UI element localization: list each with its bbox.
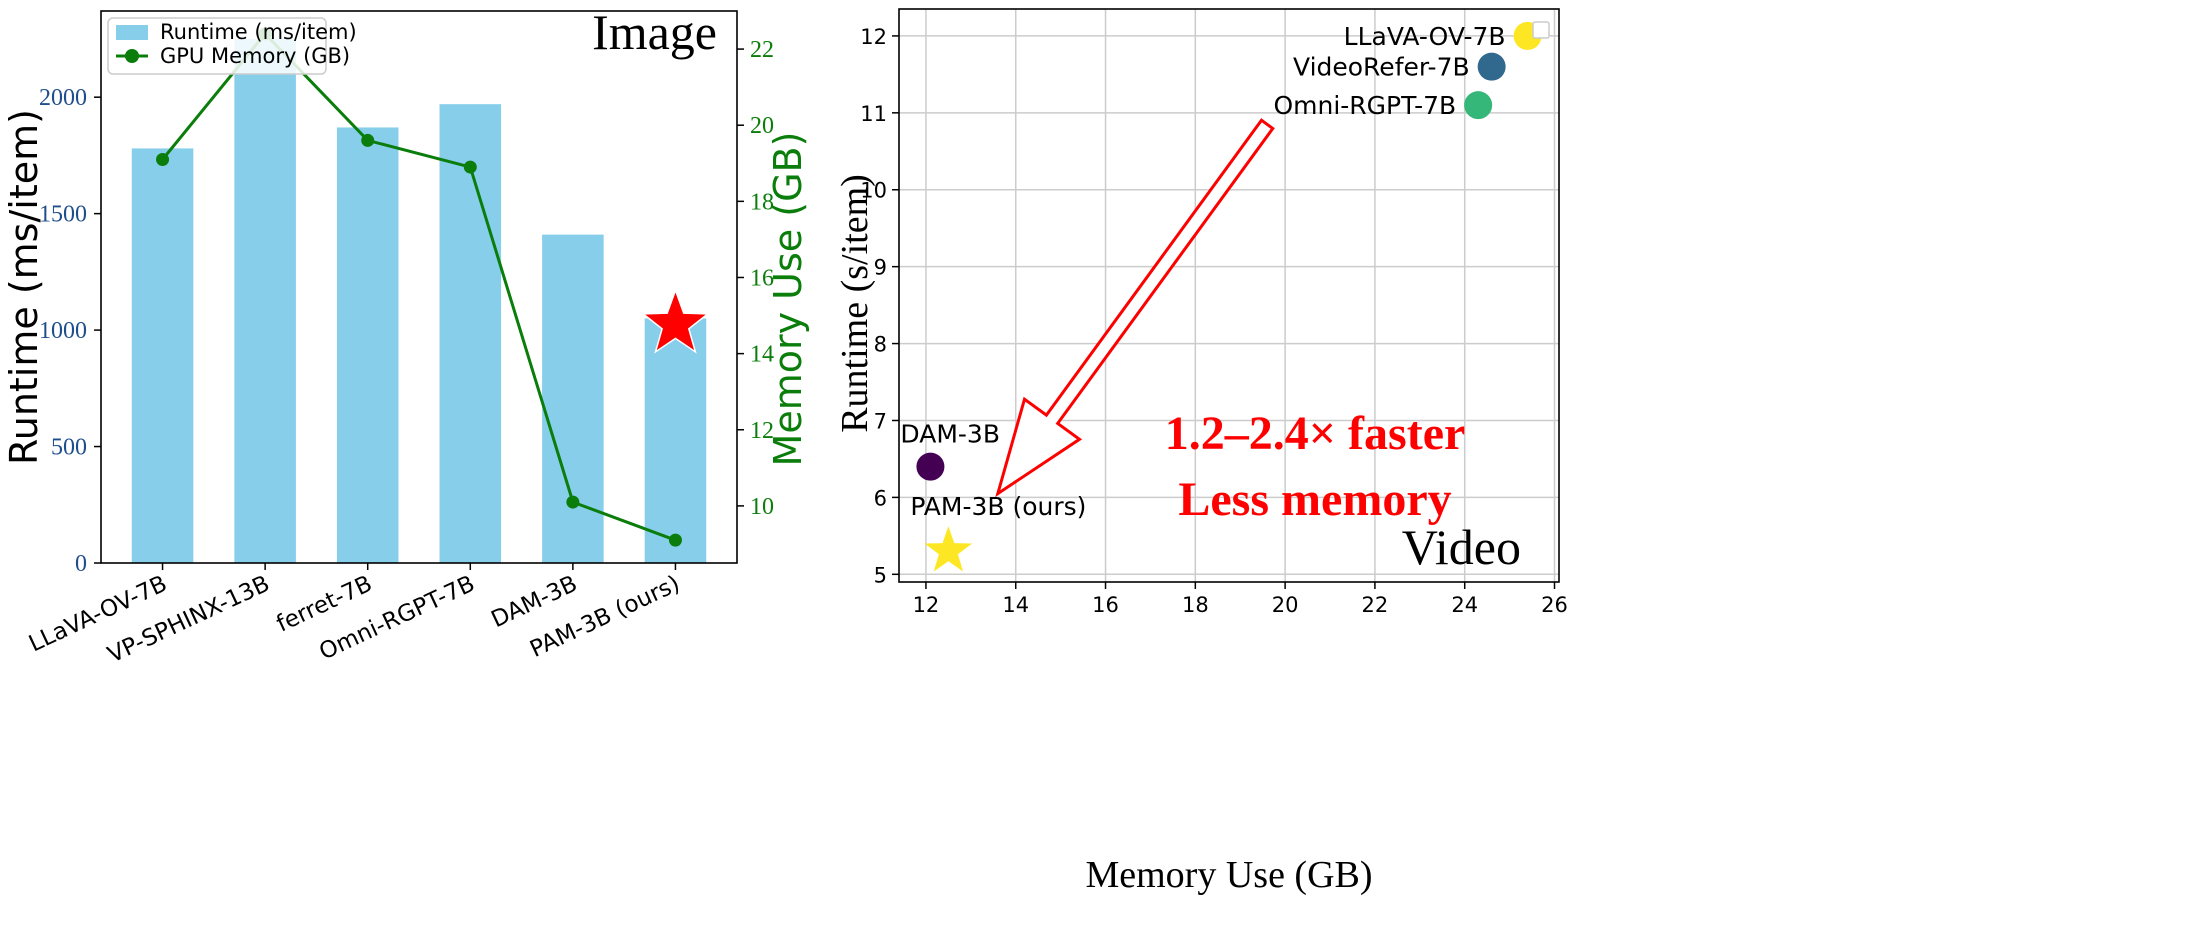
right-y-axis-label: Memory Use (GB)	[766, 132, 810, 467]
left-y-tick-label: 1500	[39, 202, 87, 228]
scatter-point-star	[924, 526, 973, 572]
right-y-tick-label: 18	[750, 189, 774, 215]
gpu-memory-point	[156, 152, 170, 166]
empty-legend-box	[1532, 21, 1550, 39]
scatter-y-tick-label: 11	[860, 102, 887, 126]
legend-swatch-runtime	[116, 25, 148, 40]
gpu-memory-point	[463, 160, 477, 174]
scatter-x-tick-label: 22	[1362, 593, 1389, 617]
scatter-y-tick-label: 8	[874, 333, 887, 357]
scatter-point-label: Omni-RGPT-7B	[1273, 91, 1456, 120]
scatter-y-tick-label: 9	[874, 256, 887, 280]
improvement-arrow	[995, 118, 1275, 498]
highlight-star-marker	[641, 288, 710, 354]
scatter-point-label: DAM-3B	[900, 420, 1000, 449]
scatter-x-tick-label: 12	[913, 593, 940, 617]
legend-entry-runtime: Runtime (ms/item)	[160, 20, 357, 44]
scatter-point-label: VideoRefer-7B	[1293, 53, 1470, 82]
scatter-x-tick-label: 20	[1272, 593, 1299, 617]
runtime-bar	[439, 104, 502, 564]
gpu-memory-point	[361, 133, 375, 147]
left-y-tick-label: 2000	[39, 85, 87, 111]
scatter-y-tick-label: 7	[874, 409, 887, 433]
panel-label-video: Video	[1402, 519, 1521, 575]
gpu-memory-point	[566, 495, 580, 509]
left-y-axis-ticks: 0 500 1000 1500 2000	[39, 85, 101, 577]
scatter-y-tick-label: 6	[874, 486, 887, 510]
scatter-points	[916, 21, 1542, 572]
scatter-x-axis-ticks: 12 14 16 18 20 22 24 26	[913, 582, 1568, 617]
right-y-tick-label: 12	[750, 418, 774, 444]
right-y-tick-label: 14	[750, 342, 774, 368]
scatter-x-tick-label: 16	[1092, 593, 1119, 617]
scatter-y-tick-label: 5	[874, 563, 887, 587]
scatter-point	[916, 452, 945, 481]
highlight-star	[641, 288, 710, 354]
annotation-faster: 1.2–2.4× faster	[1165, 407, 1466, 460]
left-y-tick-label: 0	[75, 551, 87, 577]
scatter-y-tick-label: 10	[860, 179, 887, 203]
left-y-axis-label: Runtime (ms/item)	[2, 109, 46, 465]
runtime-bars	[131, 38, 707, 564]
scatter-y-tick-label: 12	[860, 25, 887, 49]
scatter-point-label: LLaVA-OV-7B	[1344, 22, 1506, 51]
scatter-y-axis-label: Runtime (s/item)	[834, 174, 876, 433]
scatter-point	[1464, 91, 1493, 120]
right-y-tick-label: 16	[750, 265, 774, 291]
right-y-tick-label: 20	[750, 113, 774, 139]
right-y-axis-ticks: 10 12 14 16 18 20 22	[737, 37, 774, 520]
scatter-point-label: PAM-3B (ours)	[910, 492, 1086, 521]
runtime-bar	[542, 234, 604, 563]
runtime-bar	[336, 127, 399, 564]
scatter-x-tick-label: 26	[1541, 593, 1568, 617]
runtime-bar	[131, 148, 194, 563]
gpu-memory-point	[668, 533, 682, 547]
runtime-bar	[644, 318, 707, 563]
image-runtime-chart: 0 500 1000 1500 2000 10 12 14 16 18 20 22 LLaVA-OV…	[2, 4, 810, 668]
scatter-x-tick-label: 18	[1182, 593, 1209, 617]
runtime-bar	[234, 38, 296, 564]
grid-lines	[899, 9, 1559, 582]
legend-swatch-gpu-marker	[125, 49, 139, 63]
legend-box	[107, 17, 327, 75]
legend: Runtime (ms/item) GPU Memory (GB)	[107, 17, 357, 75]
legend-entry-gpu-memory: GPU Memory (GB)	[160, 44, 350, 68]
improvement-arrow-shape	[995, 118, 1275, 498]
annotation-less-memory: Less memory	[1178, 473, 1451, 526]
scatter-x-axis-label: Memory Use (GB)	[1085, 854, 1372, 896]
right-plot-frame	[898, 8, 1560, 583]
panel-label-image: Image	[592, 4, 717, 60]
left-y-tick-label: 500	[51, 435, 87, 461]
scatter-point	[1477, 52, 1506, 81]
left-plot-frame	[100, 10, 738, 564]
right-y-tick-label: 10	[750, 494, 774, 520]
scatter-x-tick-label: 14	[1002, 593, 1029, 617]
scatter-y-axis-ticks: 5 6 7 8 9 10 11 12	[860, 25, 899, 587]
scatter-x-tick-label: 24	[1451, 593, 1478, 617]
left-y-tick-label: 1000	[39, 318, 87, 344]
right-y-tick-label: 22	[750, 37, 774, 63]
